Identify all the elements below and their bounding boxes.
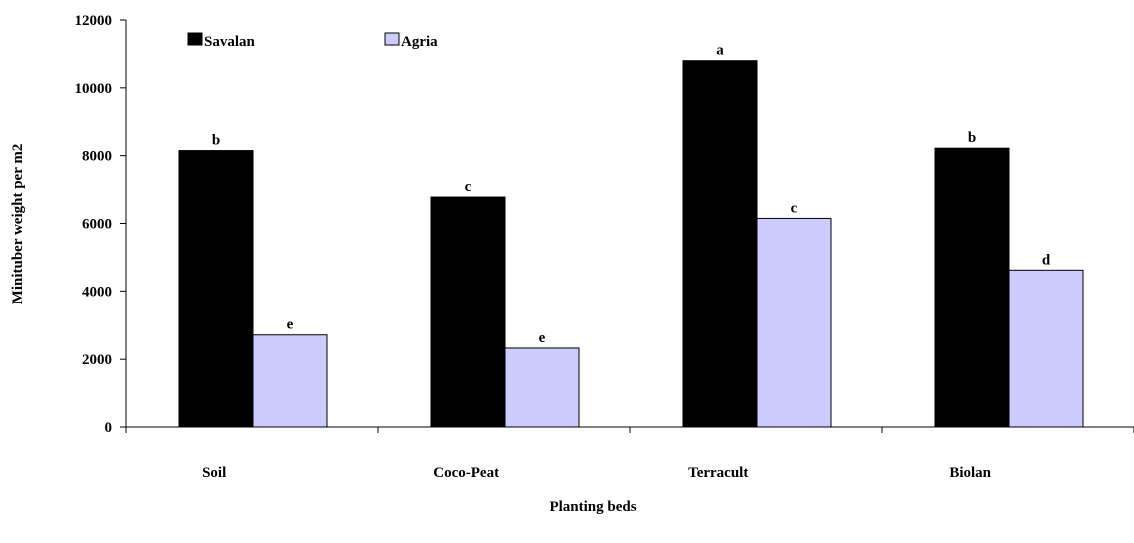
bar-agria-soil bbox=[252, 334, 328, 428]
x-tick-label: Biolan bbox=[949, 465, 991, 481]
x-tick-label: Terracult bbox=[688, 465, 748, 481]
y-tick-label: 4000 bbox=[82, 284, 112, 300]
y-tick-label: 0 bbox=[105, 420, 113, 436]
x-axis-ticks: Soil Coco-Peat Terracult Biolan bbox=[125, 427, 1134, 481]
y-tick-label: 2000 bbox=[82, 352, 112, 368]
legend-swatch-savalan bbox=[187, 32, 203, 46]
bar-savalan-terracult bbox=[682, 60, 758, 428]
bar-label: b bbox=[212, 133, 220, 149]
bar-savalan-biolan bbox=[934, 147, 1010, 428]
legend-swatch-agria bbox=[384, 32, 400, 46]
legend-label-agria: Agria bbox=[401, 34, 438, 50]
bar-label: d bbox=[1042, 252, 1051, 268]
bar-label: c bbox=[465, 179, 472, 195]
legend: Savalan Agria bbox=[187, 32, 438, 50]
legend-label-savalan: Savalan bbox=[204, 34, 256, 50]
bar-agria-terracult bbox=[756, 217, 832, 428]
bar-agria-coco-peat bbox=[504, 347, 580, 428]
bar-significance-labels: b e c e a c b d bbox=[212, 43, 1051, 346]
x-tick-label: Soil bbox=[202, 465, 226, 481]
bar-savalan-soil bbox=[178, 150, 254, 428]
bar-label: e bbox=[539, 330, 546, 346]
y-tick-label: 12000 bbox=[75, 13, 113, 29]
bar-label: b bbox=[968, 130, 976, 146]
x-tick-label: Coco-Peat bbox=[433, 465, 499, 481]
bar-label: e bbox=[287, 317, 294, 333]
bars bbox=[178, 60, 1084, 428]
y-axis-ticks: 0 2000 4000 6000 8000 10000 12000 bbox=[75, 13, 126, 436]
y-tick-label: 6000 bbox=[82, 217, 112, 233]
bar-label: c bbox=[791, 200, 798, 216]
bar-savalan-coco-peat bbox=[430, 196, 506, 428]
x-axis-title: Planting beds bbox=[549, 499, 636, 515]
bar-agria-biolan bbox=[1008, 269, 1084, 428]
y-tick-label: 10000 bbox=[75, 81, 113, 97]
bar-label: a bbox=[716, 43, 724, 59]
y-axis-title: Minituber weight per m2 bbox=[10, 144, 26, 305]
y-tick-label: 8000 bbox=[82, 149, 112, 165]
